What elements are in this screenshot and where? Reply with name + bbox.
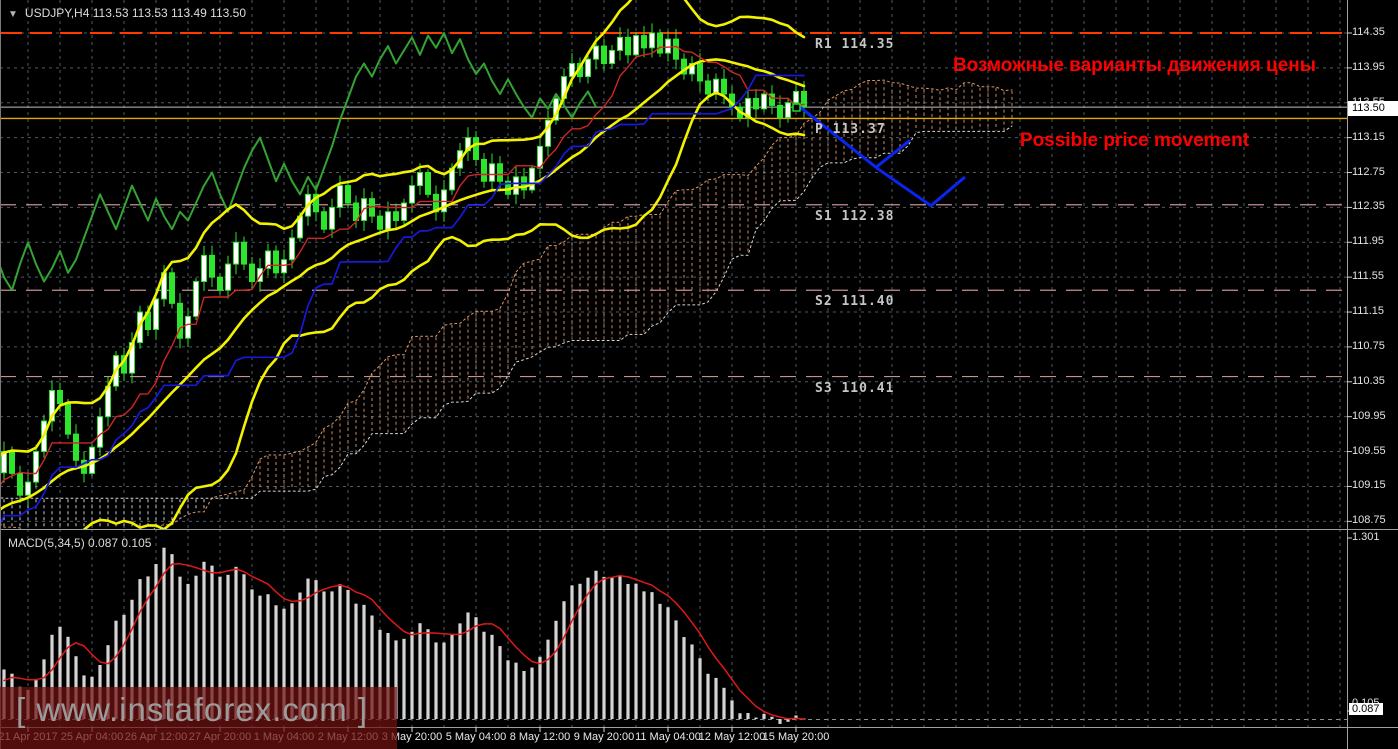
pivot-label-s1: S1 112.38 <box>815 208 895 224</box>
annotation-block: Возможные варианты движения цены Possibl… <box>953 3 1316 203</box>
time-axis-label: 12 May 12:00 <box>698 731 766 743</box>
annotation-line-ru: Возможные варианты движения цены <box>952 55 1316 76</box>
watermark-backdrop <box>0 687 397 749</box>
price-axis-label: 112.75 <box>1352 165 1385 178</box>
price-axis-label: 114.35 <box>1352 26 1385 38</box>
price-axis-label: 111.15 <box>1352 305 1385 318</box>
time-axis-label: 15 May 20:00 <box>762 731 830 743</box>
price-axis-label: 110.35 <box>1352 374 1385 387</box>
pivot-label-s2: S2 111.40 <box>815 294 895 310</box>
time-axis-label: 9 May 20:00 <box>573 731 635 743</box>
pivot-label-p: P 113.37 <box>815 122 886 138</box>
pivot-label-s3: S3 110.41 <box>815 380 895 396</box>
price-axis-label: 110.75 <box>1352 339 1385 352</box>
price-axis-label: 111.55 <box>1352 270 1385 283</box>
price-axis-label: 112.35 <box>1352 200 1385 213</box>
price-axis-label: 113.95 <box>1352 60 1385 73</box>
price-axis-label: 108.75 <box>1352 514 1386 527</box>
symbol-timeframe-label: USDJPY,H4 <box>24 6 90 20</box>
pivot-label-r1: R1 114.35 <box>815 37 895 52</box>
price-axis-label: 109.55 <box>1352 444 1386 457</box>
macd-scale-top-label: 1.301 <box>1352 531 1380 543</box>
macd-indicator-label: MACD(5,34,5) 0.087 0.105 <box>8 536 152 550</box>
ohlc-quote-values: 113.53 113.53 113.49 113.50 <box>92 6 246 20</box>
time-axis-label: 11 May 04:00 <box>635 731 701 743</box>
price-axis-label: 109.15 <box>1352 479 1386 492</box>
annotation-line-en: Possible price movement <box>1019 130 1250 151</box>
macd-main-value-label: 0.087 <box>1349 703 1383 715</box>
chart-title-bar: ▼ USDJPY,H4 113.53 113.53 113.49 113.50 <box>8 6 246 20</box>
time-axis-label: 8 May 12:00 <box>509 731 571 743</box>
symbol-dropdown-arrow-icon[interactable]: ▼ <box>8 9 18 20</box>
price-axis-label: 111.95 <box>1352 235 1385 248</box>
current-price-marker: 113.50 <box>1348 101 1398 116</box>
time-axis-label: 5 May 04:00 <box>445 731 507 743</box>
price-axis-label: 109.95 <box>1352 409 1386 422</box>
price-axis-label: 113.15 <box>1352 130 1385 143</box>
instaforex-watermark: [ www.instaforex.com ] <box>16 691 369 728</box>
